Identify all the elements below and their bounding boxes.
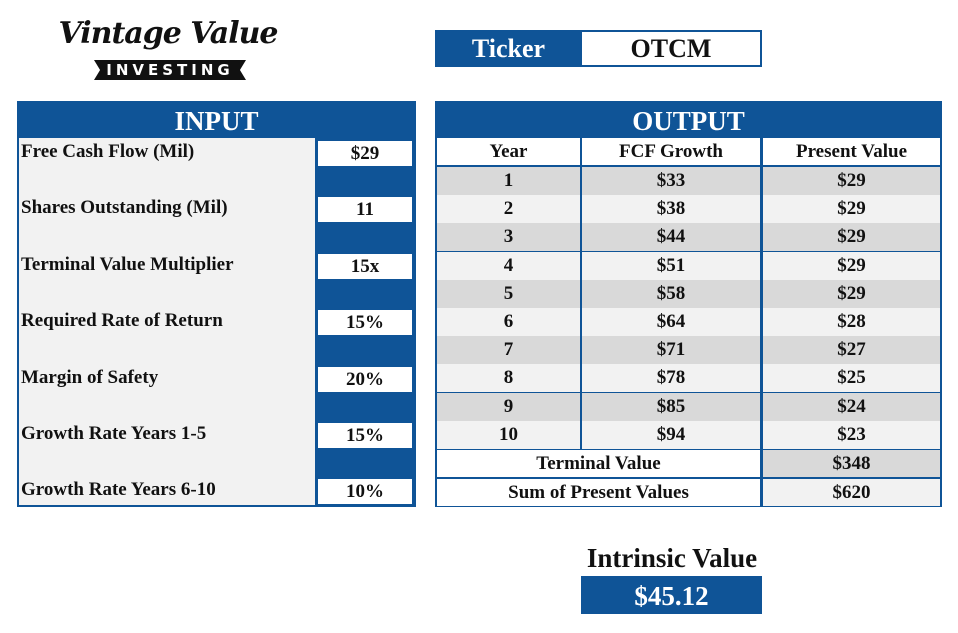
fcf-growth-cell: $64 [582, 308, 760, 336]
sum-present-values-label: Sum of Present Values [437, 479, 760, 506]
present-value-cell: $24 [763, 392, 940, 421]
input-value-field[interactable]: 15x [316, 251, 414, 281]
year-cell: 2 [437, 195, 580, 224]
input-label: Margin of Safety [21, 366, 159, 388]
intrinsic-value-label: Intrinsic Value [586, 543, 758, 573]
logo-script: Vintage Value [58, 16, 278, 51]
present-value-cell: $28 [763, 308, 940, 336]
year-cell: 6 [437, 308, 580, 336]
input-label: Shares Outstanding (Mil) [21, 197, 228, 219]
ticker-label: Ticker [435, 30, 582, 67]
fcf-growth-cell: $94 [582, 420, 760, 449]
input-label: Required Rate of Return [21, 310, 223, 332]
input-title: INPUT [174, 106, 259, 136]
fcf-growth-cell: $71 [582, 336, 760, 365]
year-cell: 1 [437, 167, 580, 195]
present-value-cell: $29 [763, 251, 940, 280]
column-header: FCF Growth [582, 138, 760, 165]
column-header: Year [437, 138, 580, 165]
intrinsic-value: $45.12 [581, 576, 762, 614]
output-title: OUTPUT [632, 106, 745, 136]
input-value-field[interactable]: 15% [316, 421, 414, 450]
input-value-field[interactable]: 15% [316, 308, 414, 338]
fcf-growth-cell: $58 [582, 279, 760, 308]
year-cell: 8 [437, 364, 580, 393]
fcf-growth-cell: $44 [582, 223, 760, 252]
fcf-growth-cell: $33 [582, 167, 760, 195]
input-value-field[interactable]: 10% [316, 477, 414, 507]
terminal-value-label: Terminal Value [437, 450, 760, 477]
input-label: Growth Rate Years 1-5 [21, 423, 207, 444]
year-cell: 5 [437, 279, 580, 308]
input-value-field[interactable]: $29 [316, 139, 414, 168]
logo-band: INVESTING [94, 60, 246, 80]
sum-present-values: $620 [763, 479, 940, 506]
fcf-growth-cell: $38 [582, 195, 760, 224]
ticker-input[interactable]: OTCM [580, 30, 762, 67]
year-cell: 7 [437, 336, 580, 365]
output-panel: OUTPUT Year FCF Growth Present Value 1 $33 $2… [435, 101, 942, 507]
input-label: Terminal Value Multiplier [21, 253, 234, 275]
year-cell: 9 [437, 392, 580, 421]
input-label: Growth Rate Years 6-10 [21, 479, 216, 501]
fcf-growth-cell: $85 [582, 392, 760, 421]
terminal-value: $348 [763, 450, 940, 477]
present-value-cell: $29 [763, 167, 940, 195]
present-value-cell: $27 [763, 336, 940, 365]
input-labels-area [19, 138, 315, 505]
present-value-cell: $25 [763, 364, 940, 393]
year-cell: 10 [437, 420, 580, 449]
vintage-value-investing-logo: Vintage Value INVESTING [48, 14, 288, 84]
input-label: Free Cash Flow (Mil) [21, 141, 195, 162]
fcf-growth-cell: $51 [582, 251, 760, 280]
present-value-cell: $29 [763, 195, 940, 224]
column-header: Present Value [763, 138, 940, 165]
input-value-field[interactable]: 20% [316, 364, 414, 394]
present-value-cell: $29 [763, 279, 940, 308]
input-value-field[interactable]: 11 [316, 195, 414, 225]
input-panel: INPUT Free Cash Flow (Mil) $29 Shares Out… [17, 101, 416, 507]
present-value-cell: $29 [763, 223, 940, 252]
year-cell: 3 [437, 223, 580, 252]
year-cell: 4 [437, 251, 580, 280]
present-value-cell: $23 [763, 420, 940, 449]
fcf-growth-cell: $78 [582, 364, 760, 393]
